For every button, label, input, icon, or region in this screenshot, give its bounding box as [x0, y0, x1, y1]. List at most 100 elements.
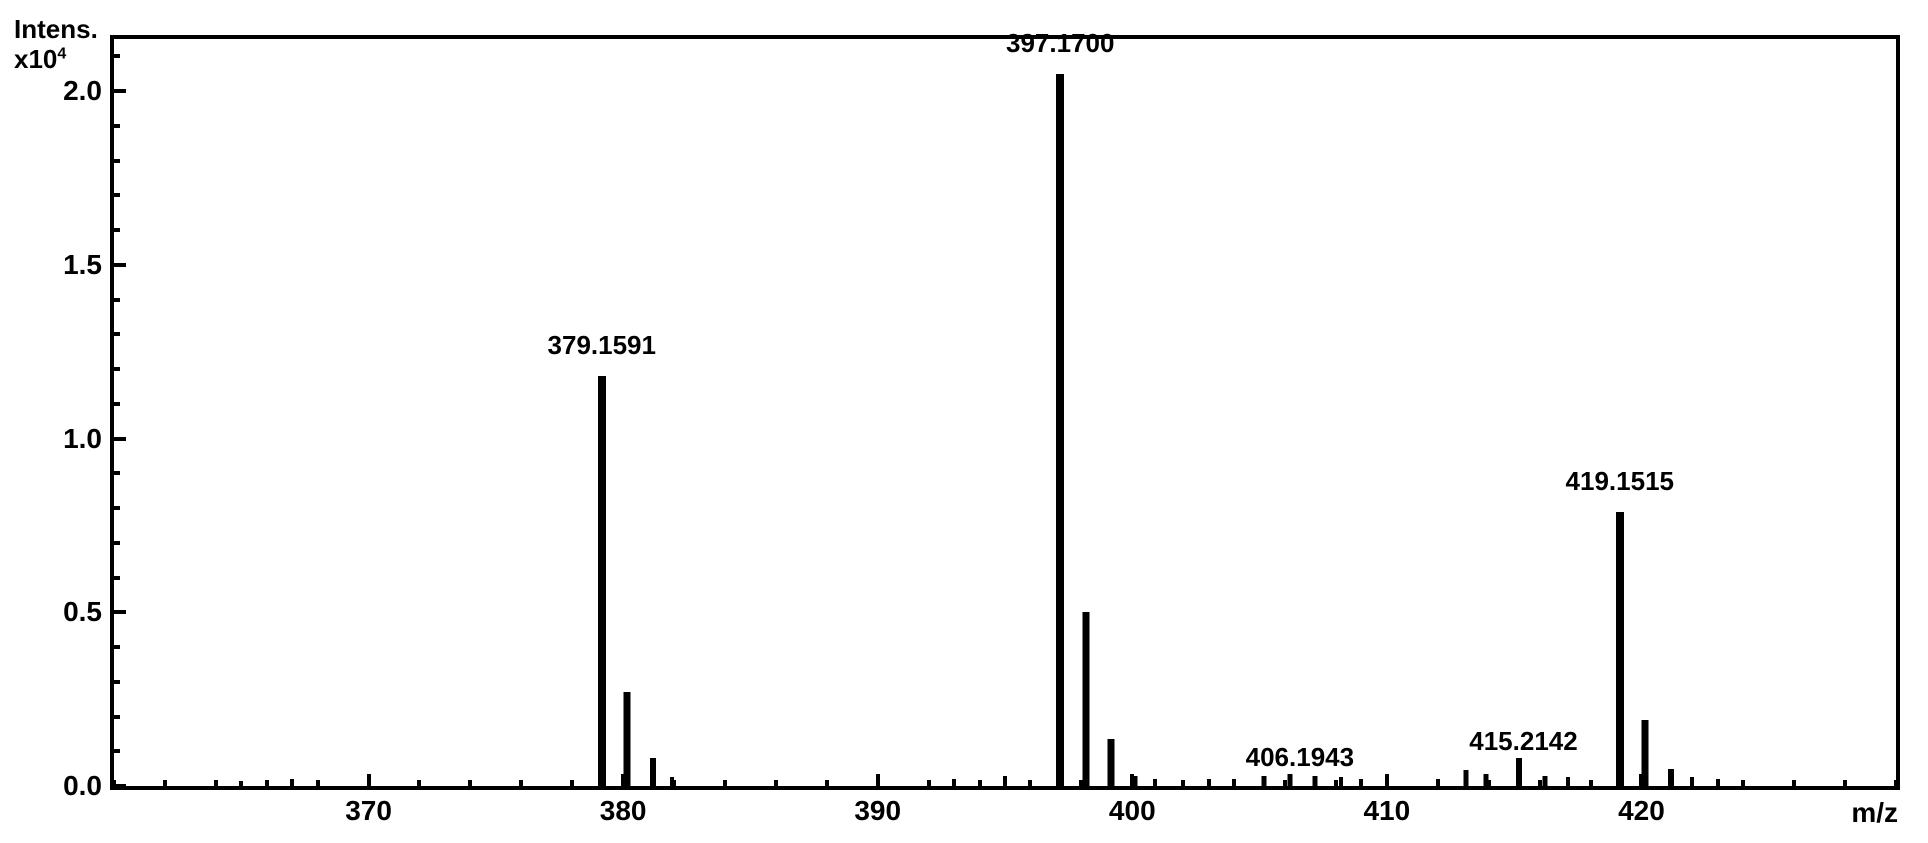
x-tick-minor — [1894, 780, 1898, 788]
spectrum-peak — [670, 777, 674, 786]
y-tick — [112, 89, 126, 93]
spectrum-peak — [1516, 758, 1522, 786]
x-tick-minor — [519, 780, 523, 788]
y-tick-label: 0.0 — [46, 770, 102, 802]
y-tick-minor — [112, 193, 120, 197]
x-tick — [876, 774, 880, 788]
peak-label: 415.2142 — [1469, 726, 1577, 757]
y-tick-minor — [112, 471, 120, 475]
spectrum-peak — [624, 692, 631, 786]
x-tick-minor — [468, 780, 472, 788]
x-tick-label: 400 — [1109, 795, 1156, 827]
x-tick-minor — [417, 780, 421, 788]
spectrum-peak — [1287, 774, 1292, 786]
spectrum-peak — [1003, 776, 1007, 786]
y-tick — [112, 263, 126, 267]
spectrum-peak — [1484, 774, 1489, 786]
spectrum-peak — [1207, 779, 1211, 786]
spectrum-peak — [952, 779, 956, 786]
spectrum-peak — [1339, 777, 1343, 786]
y-tick — [112, 784, 126, 788]
spectrum-peak — [1082, 612, 1089, 786]
y-axis-title-line2: x104 — [14, 45, 98, 75]
spectrum-peak — [1232, 779, 1236, 786]
spectrum-peak — [1262, 776, 1267, 786]
x-axis-title: m/z — [1851, 797, 1898, 829]
y-tick-minor — [112, 576, 120, 580]
peak-label: 379.1591 — [548, 330, 656, 361]
spectrum-peak — [598, 376, 606, 786]
x-tick-minor — [1181, 780, 1185, 788]
x-tick-minor — [1741, 780, 1745, 788]
x-tick-minor — [825, 780, 829, 788]
peak-label: 419.1515 — [1566, 466, 1674, 497]
y-tick-minor — [112, 54, 120, 58]
x-tick-minor — [723, 780, 727, 788]
spectrum-peak — [1463, 770, 1468, 786]
spectrum-peak — [1056, 74, 1064, 786]
x-tick-label: 410 — [1363, 795, 1410, 827]
y-tick-minor — [112, 298, 120, 302]
y-axis-title: Intens. x104 — [14, 15, 98, 75]
spectrum-peak — [1566, 777, 1570, 786]
y-tick — [112, 610, 126, 614]
peak-label: 397.1700 — [1006, 28, 1114, 59]
x-tick-label: 380 — [600, 795, 647, 827]
x-tick-minor — [214, 780, 218, 788]
y-axis-mult-exp: 4 — [57, 45, 66, 62]
y-tick-minor — [112, 159, 120, 163]
mass-spectrum-chart: Intens. x104 m/z 370 380 390 400 410 420 0.0 0.… — [0, 0, 1928, 843]
plot-area — [110, 35, 1900, 790]
x-tick-minor — [265, 780, 269, 788]
y-tick-minor — [112, 680, 120, 684]
x-tick-minor — [1792, 780, 1796, 788]
y-tick-minor — [112, 749, 120, 753]
spectrum-peak — [1132, 776, 1137, 786]
y-tick — [112, 437, 126, 441]
y-tick-minor — [112, 541, 120, 545]
spectrum-peak — [1359, 779, 1363, 786]
x-tick-minor — [163, 780, 167, 788]
spectrum-peak — [1153, 779, 1157, 786]
y-tick-minor — [112, 332, 120, 336]
x-tick-label: 420 — [1618, 795, 1665, 827]
spectrum-peak — [1436, 779, 1440, 786]
x-tick-minor — [774, 780, 778, 788]
x-tick-minor — [1843, 780, 1847, 788]
peak-label: 406.1943 — [1246, 742, 1354, 773]
y-axis-title-line1: Intens. — [14, 15, 98, 45]
y-tick-minor — [112, 367, 120, 371]
spectrum-peak — [1690, 777, 1694, 786]
x-tick-label: 390 — [854, 795, 901, 827]
x-tick-minor — [1589, 780, 1593, 788]
y-tick-minor — [112, 402, 120, 406]
y-tick-label: 1.5 — [46, 249, 102, 281]
x-tick-minor — [570, 780, 574, 788]
spectrum-peak — [239, 781, 243, 786]
y-tick-minor — [112, 228, 120, 232]
spectrum-peak — [1108, 739, 1115, 786]
x-tick-label: 370 — [345, 795, 392, 827]
y-tick-minor — [112, 645, 120, 649]
x-tick-minor — [1334, 780, 1338, 788]
x-tick-minor — [1028, 780, 1032, 788]
y-tick-minor — [112, 124, 120, 128]
spectrum-peak — [1642, 720, 1649, 786]
spectrum-peak — [1616, 512, 1624, 786]
spectrum-peak — [1668, 769, 1674, 786]
x-tick-minor — [978, 780, 982, 788]
x-tick — [367, 774, 371, 788]
spectrum-peak — [1716, 779, 1720, 786]
x-tick-minor — [1538, 780, 1542, 788]
y-tick-label: 0.5 — [46, 596, 102, 628]
spectrum-peak — [650, 758, 656, 786]
x-tick — [1385, 774, 1389, 788]
y-tick-minor — [112, 506, 120, 510]
spectrum-peak — [290, 779, 294, 786]
x-tick-minor — [316, 780, 320, 788]
spectrum-peak — [1542, 776, 1547, 786]
spectrum-peak — [1313, 776, 1318, 786]
x-tick-minor — [927, 780, 931, 788]
y-tick-label: 2.0 — [46, 75, 102, 107]
y-axis-mult-prefix: x10 — [14, 44, 57, 74]
